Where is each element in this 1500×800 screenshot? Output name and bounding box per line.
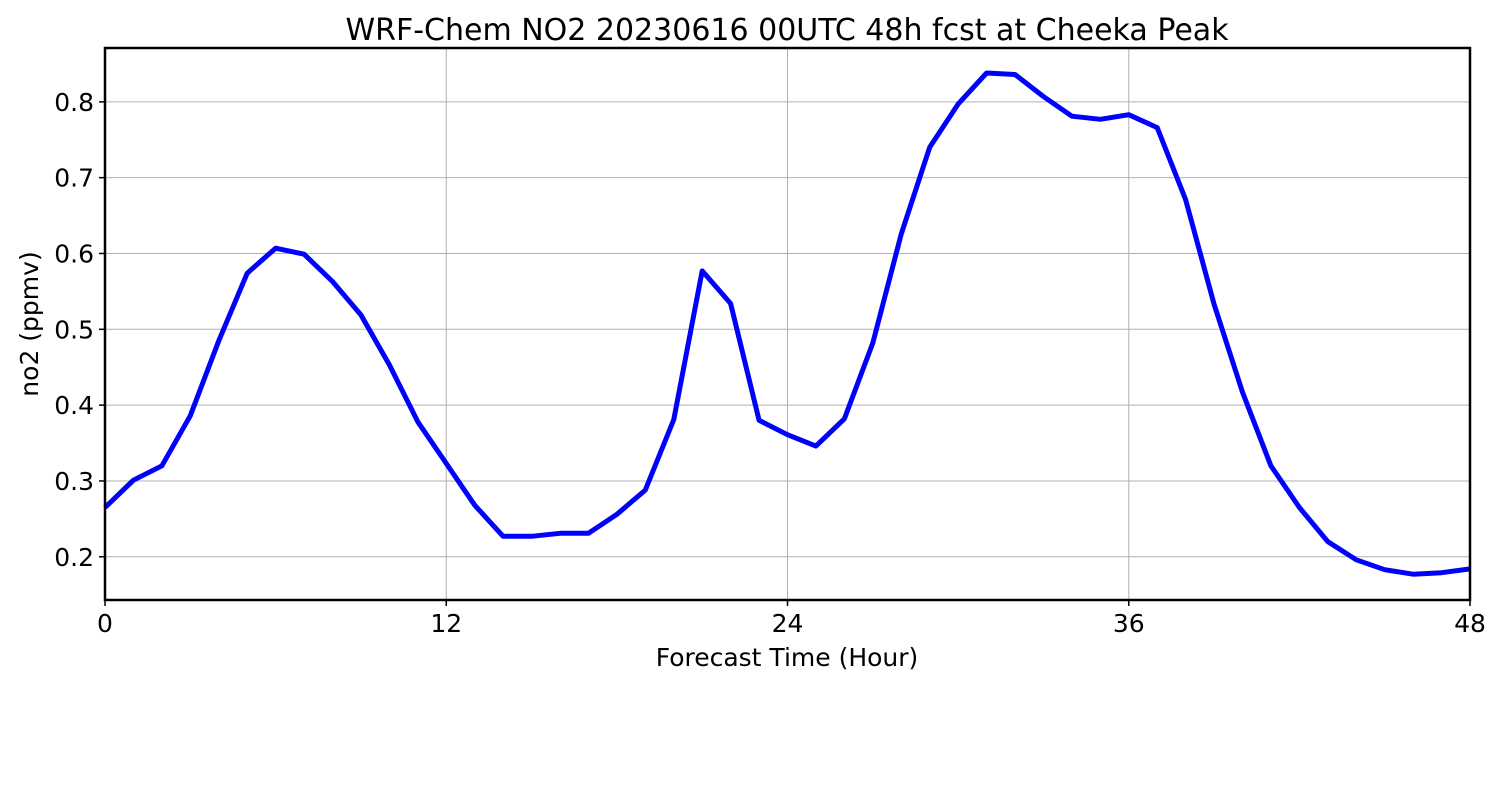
y-tick-label: 0.6 — [54, 239, 94, 268]
x-tick-label: 0 — [97, 609, 113, 638]
y-tick-label: 0.2 — [54, 543, 94, 572]
y-axis: 0.2 0.3 0.4 0.5 0.6 0.7 0.8 — [54, 88, 105, 572]
x-axis-label: Forecast Time (Hour) — [656, 643, 919, 672]
x-tick-label: 12 — [430, 609, 462, 638]
chart-title: WRF-Chem NO2 20230616 00UTC 48h fcst at … — [345, 13, 1229, 48]
grid — [104, 48, 1471, 600]
series-line — [103, 70, 1471, 577]
y-tick-label: 0.4 — [54, 391, 94, 420]
y-axis-label: no2 (ppmv) — [15, 251, 44, 396]
y-tick-label: 0.3 — [54, 467, 94, 496]
y-tick-label: 0.5 — [54, 315, 94, 344]
series-layer — [103, 70, 1471, 577]
x-tick-label: 36 — [1113, 609, 1145, 638]
x-tick-label: 24 — [772, 609, 804, 638]
x-tick-label: 48 — [1454, 609, 1486, 638]
y-tick-label: 0.7 — [54, 164, 94, 193]
y-tick-label: 0.8 — [54, 88, 94, 117]
x-axis: 0 12 24 36 48 — [97, 600, 1486, 638]
